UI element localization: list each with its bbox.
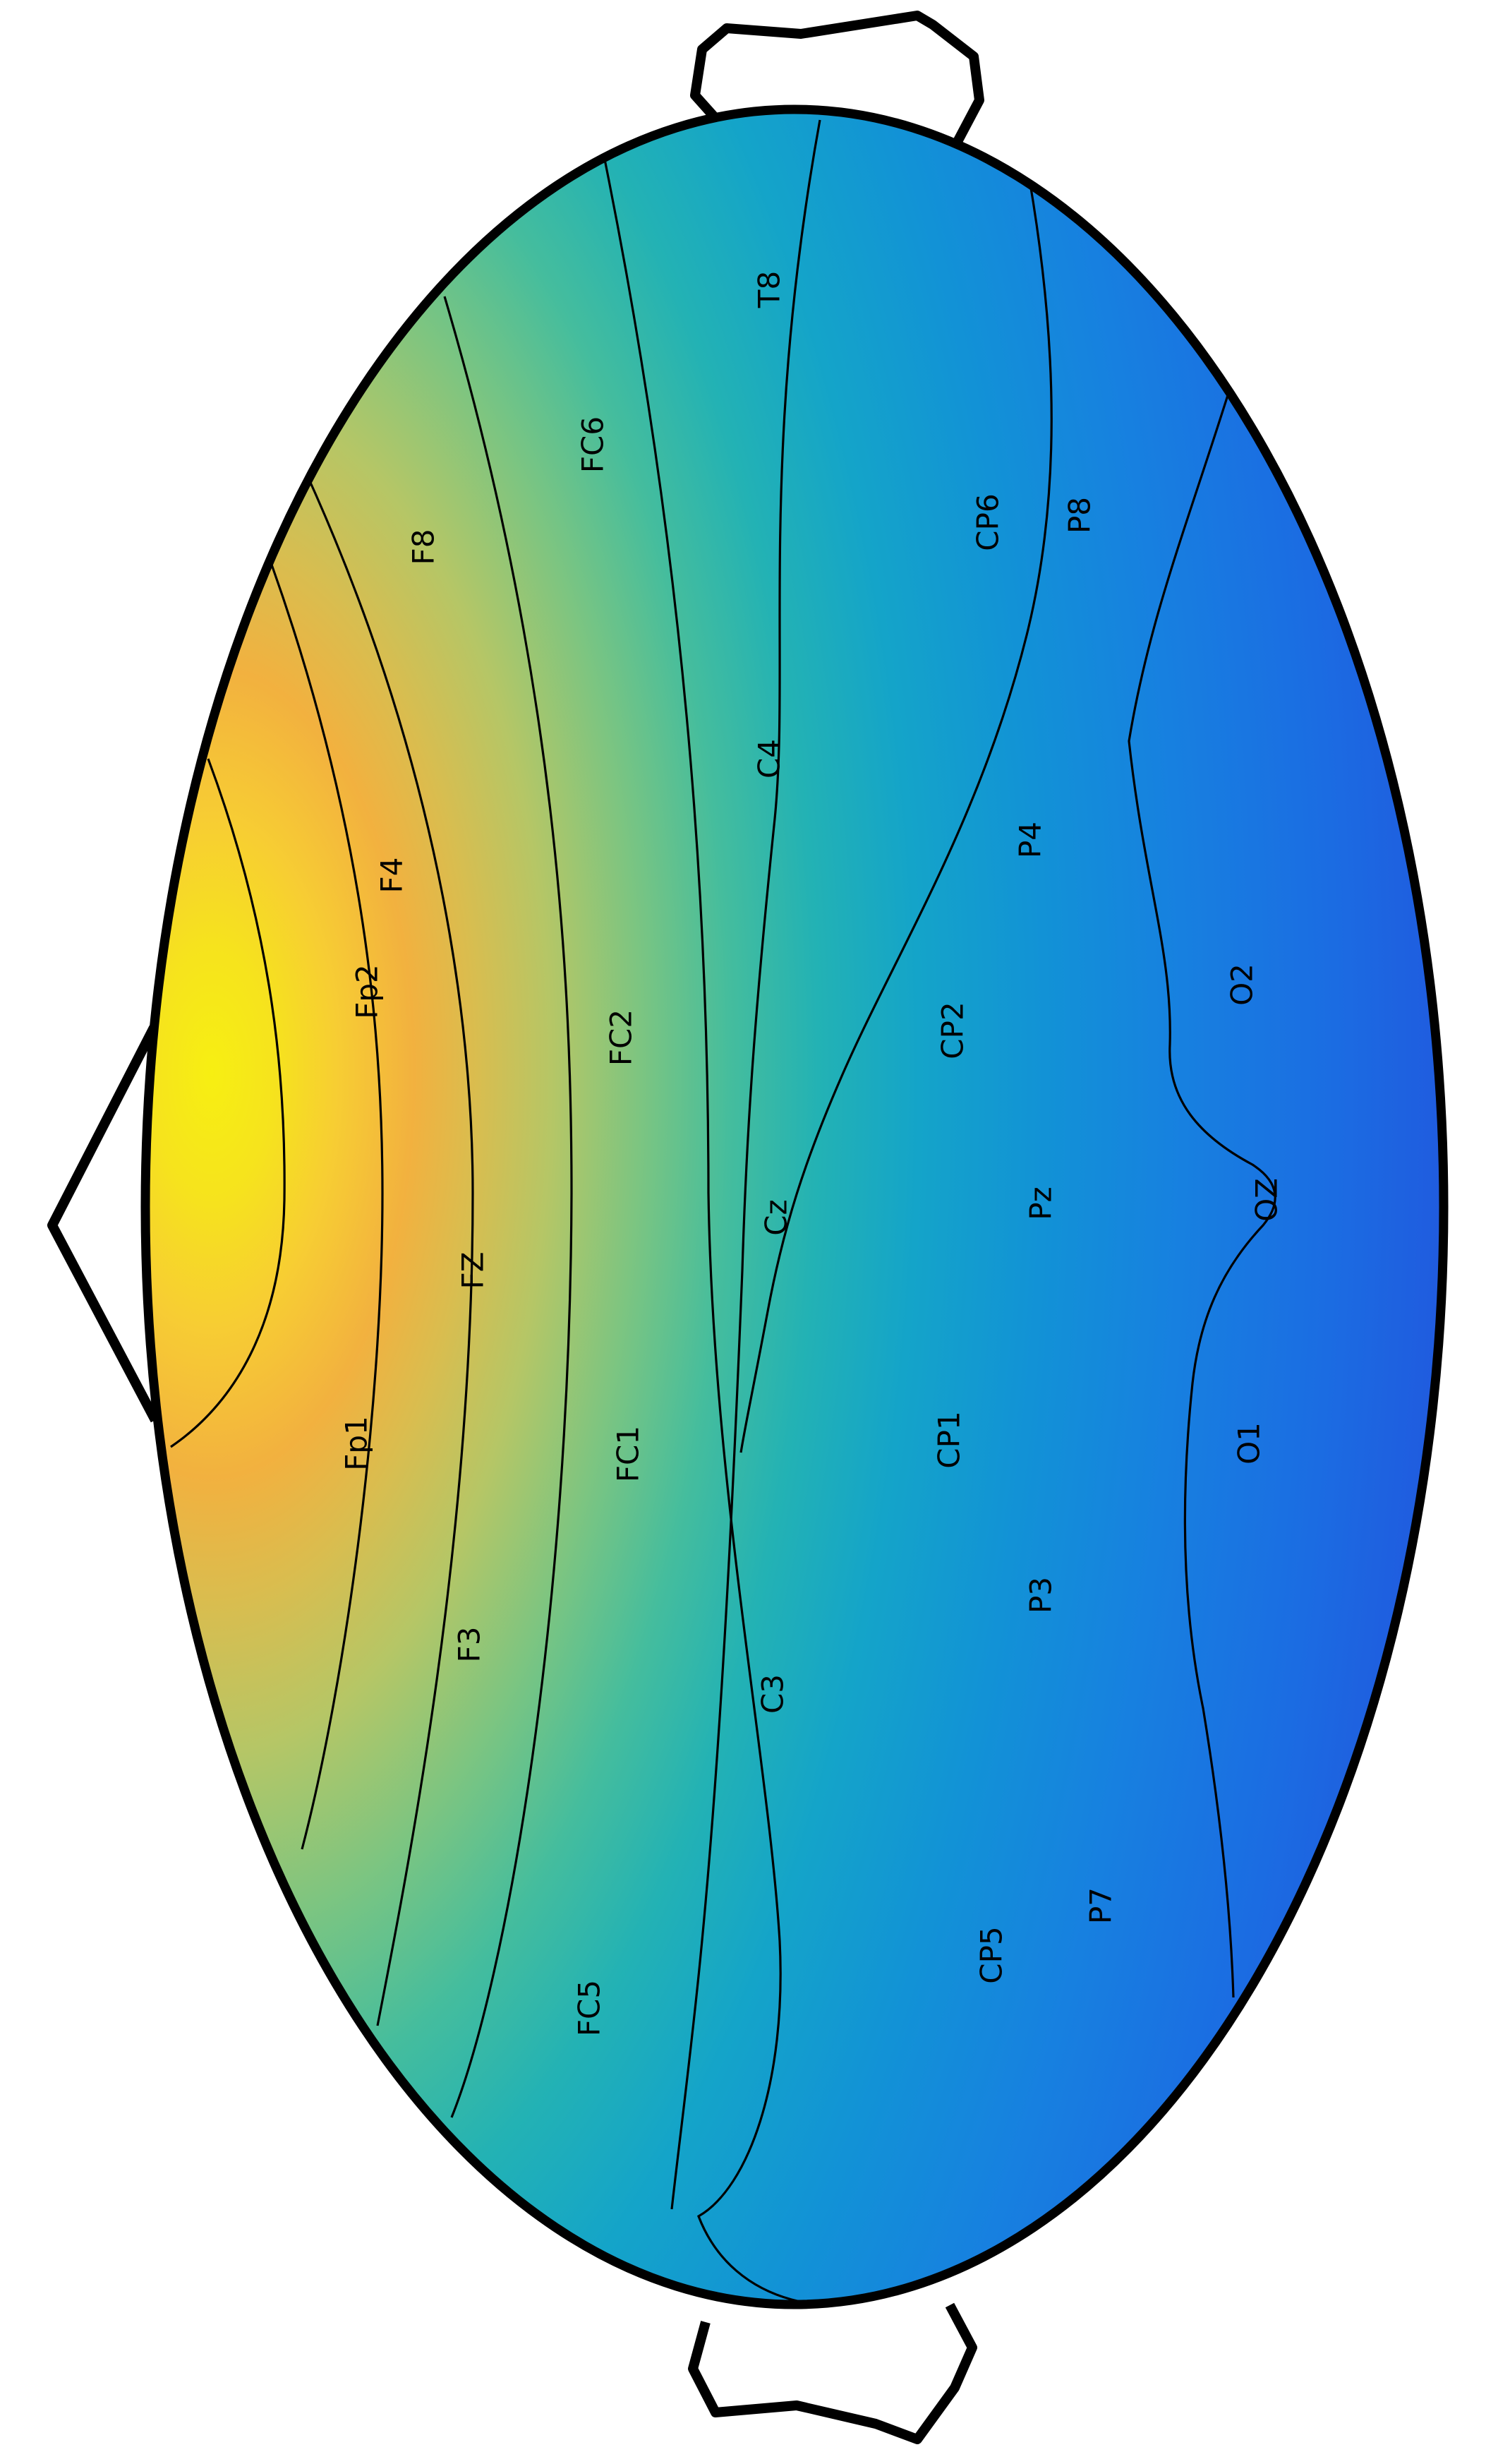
- electrode-label-P8: P8: [1063, 497, 1097, 534]
- contour-line-2: [270, 564, 384, 1850]
- electrode-label-F8: F8: [406, 529, 441, 565]
- scalp-heatmap: [145, 109, 1444, 2304]
- electrode-label-CP5: CP5: [974, 1926, 1009, 1983]
- electrode-label-CP6: CP6: [971, 493, 1005, 551]
- nose-outline: [47, 1025, 160, 1423]
- contour-line-8: [1128, 395, 1276, 1998]
- electrode-label-P7: P7: [1084, 1887, 1118, 1924]
- electrode-label-C3: C3: [756, 1674, 790, 1714]
- contour-line-1: [170, 758, 286, 1448]
- electrode-label-P3: P3: [1024, 1577, 1058, 1613]
- ear-left-outline: [688, 2302, 977, 2444]
- electrode-label-C4: C4: [752, 739, 787, 779]
- head-outline: [140, 104, 1449, 2309]
- electrode-label-P4: P4: [1013, 822, 1048, 858]
- electrode-label-OZ: OZ: [1250, 1178, 1284, 1222]
- electrode-label-CP1: CP1: [932, 1411, 967, 1468]
- electrode-label-FZ: FZ: [456, 1252, 490, 1290]
- electrode-label-F4: F4: [375, 858, 409, 894]
- electrode-label-Fp1: Fp1: [339, 1416, 374, 1471]
- electrode-label-O2: O2: [1225, 963, 1260, 1006]
- electrode-label-Cz: Cz: [759, 1199, 794, 1235]
- electrode-label-Fp2: Fp2: [350, 964, 385, 1019]
- contour-line-5: [597, 128, 1032, 2304]
- electrode-label-F3: F3: [452, 1627, 487, 1663]
- electrode-label-O1: O1: [1232, 1422, 1267, 1465]
- electrode-label-T8: T8: [752, 271, 787, 308]
- contour-line-3: [295, 451, 474, 2026]
- electrode-label-FC2: FC2: [604, 1009, 639, 1066]
- electrode-labels: Fp2 Fp1 F8 F4 FZ F3 FC6 FC2 FC1 FC5 T8 C4 Cz C3 CP6 CP2…: [339, 271, 1284, 2036]
- contour-lines: [170, 119, 1276, 2304]
- electrode-label-FC1: FC1: [611, 1426, 646, 1482]
- electrode-label-CP2: CP2: [936, 1002, 970, 1059]
- electrode-label-Pz: Pz: [1024, 1186, 1058, 1220]
- contour-line-7: [739, 151, 1053, 1453]
- contour-line-4: [443, 296, 573, 2118]
- electrode-label-FC6: FC6: [576, 416, 610, 473]
- electrode-label-FC5: FC5: [572, 1980, 607, 2036]
- contour-line-6: [670, 119, 821, 2210]
